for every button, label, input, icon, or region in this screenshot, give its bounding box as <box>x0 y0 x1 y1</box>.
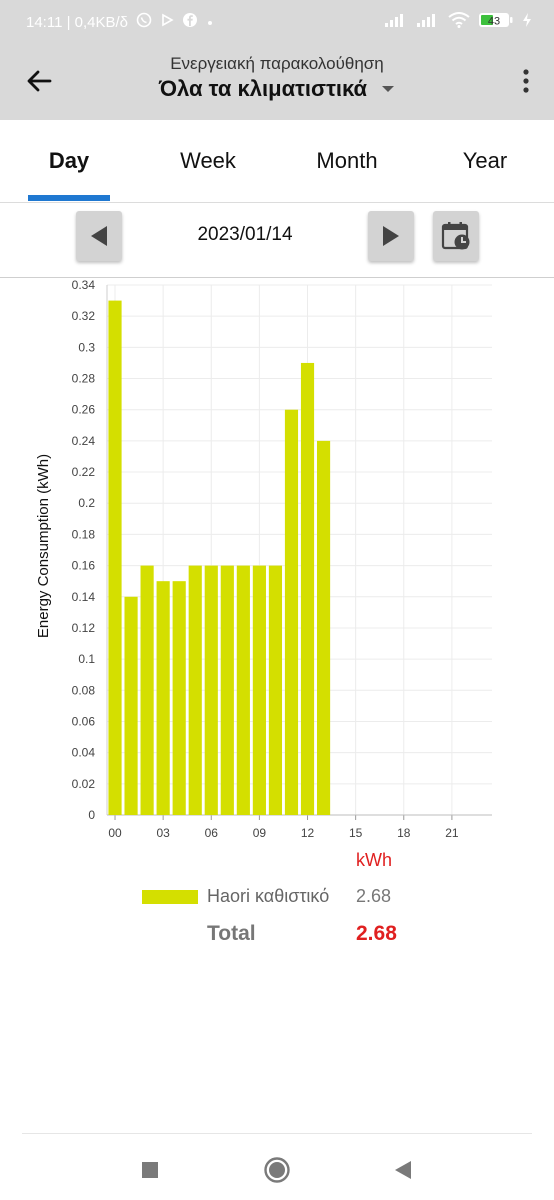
total-row: Total 2.68 <box>140 922 440 952</box>
status-right: 43 <box>384 0 532 44</box>
chart-bar <box>268 565 283 815</box>
y-tick-label: 0.22 <box>72 465 96 479</box>
status-left: 14:11 | 0,4KB/δ <box>26 0 214 44</box>
y-tick-label: 0.24 <box>72 434 96 448</box>
selected-date[interactable]: 2023/01/14 <box>197 224 293 245</box>
x-tick-label: 00 <box>108 826 122 840</box>
chart-bar <box>156 581 170 815</box>
chart-bar <box>252 565 266 815</box>
chart-bar <box>220 565 234 815</box>
chart-bar <box>188 565 202 815</box>
y-tick-label: 0.02 <box>72 777 96 791</box>
y-tick-label: 0.04 <box>72 746 96 760</box>
tab-day[interactable]: Day <box>48 148 90 173</box>
active-tab-indicator <box>28 195 110 201</box>
date-navigation: 2023/01/14 <box>0 202 554 278</box>
x-tick-label: 18 <box>397 826 411 840</box>
y-tick-label: 0.2 <box>78 496 95 510</box>
app-subtitle: Ενεργειακή παρακολούθηση <box>170 54 384 73</box>
x-tick-label: 09 <box>253 826 267 840</box>
tab-month[interactable]: Month <box>316 148 378 173</box>
nav-divider <box>22 1133 532 1134</box>
y-tick-label: 0.26 <box>72 403 96 417</box>
status-time: 14:11 | 0,4KB/δ <box>26 13 129 31</box>
chart-bar <box>300 362 315 815</box>
charging-icon <box>522 12 532 33</box>
y-tick-label: 0.28 <box>72 372 96 386</box>
y-tick-label: 0 <box>88 808 95 822</box>
system-nav-bar <box>0 1133 554 1200</box>
signal-icon <box>384 12 408 33</box>
triangle-left-icon <box>91 226 107 246</box>
y-tick-label: 0.14 <box>72 590 96 604</box>
x-tick-label: 21 <box>445 826 459 840</box>
y-tick-label: 0.18 <box>72 527 96 541</box>
legend-device-value: 2.68 <box>356 886 392 906</box>
overflow-menu-button[interactable] <box>514 64 538 98</box>
y-tick-label: 0.3 <box>78 340 95 354</box>
arrow-left-icon <box>27 70 52 92</box>
total-value: 2.68 <box>356 922 397 945</box>
calendar-button[interactable] <box>433 211 479 261</box>
triangle-back-icon <box>395 1161 411 1179</box>
chart-bar <box>204 565 218 815</box>
unit-label: kWh <box>356 850 392 870</box>
previous-day-button[interactable] <box>76 211 122 261</box>
chart-bar <box>140 565 154 815</box>
chart-bar <box>316 440 331 815</box>
legend-device-name: Haori καθιστικό <box>207 886 330 906</box>
total-label: Total <box>207 922 256 945</box>
back-button[interactable] <box>22 64 56 98</box>
y-tick-label: 0.34 <box>72 278 96 292</box>
x-tick-label: 03 <box>156 826 170 840</box>
circle-icon <box>264 1157 290 1183</box>
triangle-right-icon <box>383 226 399 246</box>
bar-chart: 0 0.02 0.04 0.06 0.08 0.1 0.12 0.14 0.16 0.18 0.2 0… <box>35 278 492 840</box>
chart-bar <box>124 596 138 815</box>
legend-swatch <box>142 890 198 904</box>
square-icon <box>142 1162 158 1178</box>
legend-item: Haori καθιστικό 2.68 <box>140 886 440 910</box>
app-bar: Ενεργειακή παρακολούθηση Όλα τα κλιματισ… <box>0 44 554 120</box>
signal-icon <box>416 12 440 33</box>
more-vertical-icon <box>523 69 529 93</box>
y-tick-label: 0.16 <box>72 559 96 573</box>
y-tick-label: 0.32 <box>72 309 96 323</box>
tab-week[interactable]: Week <box>180 148 236 173</box>
next-day-button[interactable] <box>368 211 414 261</box>
x-tick-label: 15 <box>349 826 363 840</box>
page-title: Όλα τα κλιματιστικά <box>158 76 368 101</box>
play-icon <box>160 13 174 31</box>
battery-icon: 43 <box>478 11 514 34</box>
chart-bar <box>108 300 122 815</box>
y-axis-title: Energy Consumption (kWh) <box>35 454 52 638</box>
y-tick-label: 0.12 <box>72 621 96 635</box>
calendar-clock-icon <box>441 222 470 250</box>
chart-bar <box>284 409 299 815</box>
back-nav-button[interactable] <box>388 1155 418 1185</box>
x-tick-label: 12 <box>301 826 315 840</box>
x-tick-label: 06 <box>205 826 219 840</box>
chart-bar <box>236 565 250 815</box>
tab-year[interactable]: Year <box>462 148 508 173</box>
dot-icon <box>206 14 214 31</box>
chart-legend: kWh Haori καθιστικό 2.68 Total 2.68 <box>140 850 440 960</box>
home-button[interactable] <box>262 1155 292 1185</box>
facebook-icon <box>182 12 198 32</box>
y-tick-label: 0.06 <box>72 714 96 728</box>
battery-level: 43 <box>488 15 500 27</box>
energy-chart: 0 0.02 0.04 0.06 0.08 0.1 0.12 0.14 0.16 0.18 0.2 0… <box>0 278 554 848</box>
chart-bar <box>172 581 186 815</box>
y-tick-label: 0.08 <box>72 683 96 697</box>
period-tabs: Day Week Month Year <box>0 120 554 203</box>
dropdown-arrow-icon <box>382 86 395 92</box>
recents-button[interactable] <box>135 1155 165 1185</box>
device-selector[interactable]: Όλα τα κλιματιστικά <box>159 76 395 102</box>
y-tick-label: 0.1 <box>78 652 95 666</box>
wifi-icon <box>448 11 470 33</box>
status-bar: 14:11 | 0,4KB/δ 43 <box>0 0 554 44</box>
viber-icon <box>136 12 152 32</box>
title-block: Ενεργειακή παρακολούθηση Όλα τα κλιματισ… <box>0 54 554 102</box>
